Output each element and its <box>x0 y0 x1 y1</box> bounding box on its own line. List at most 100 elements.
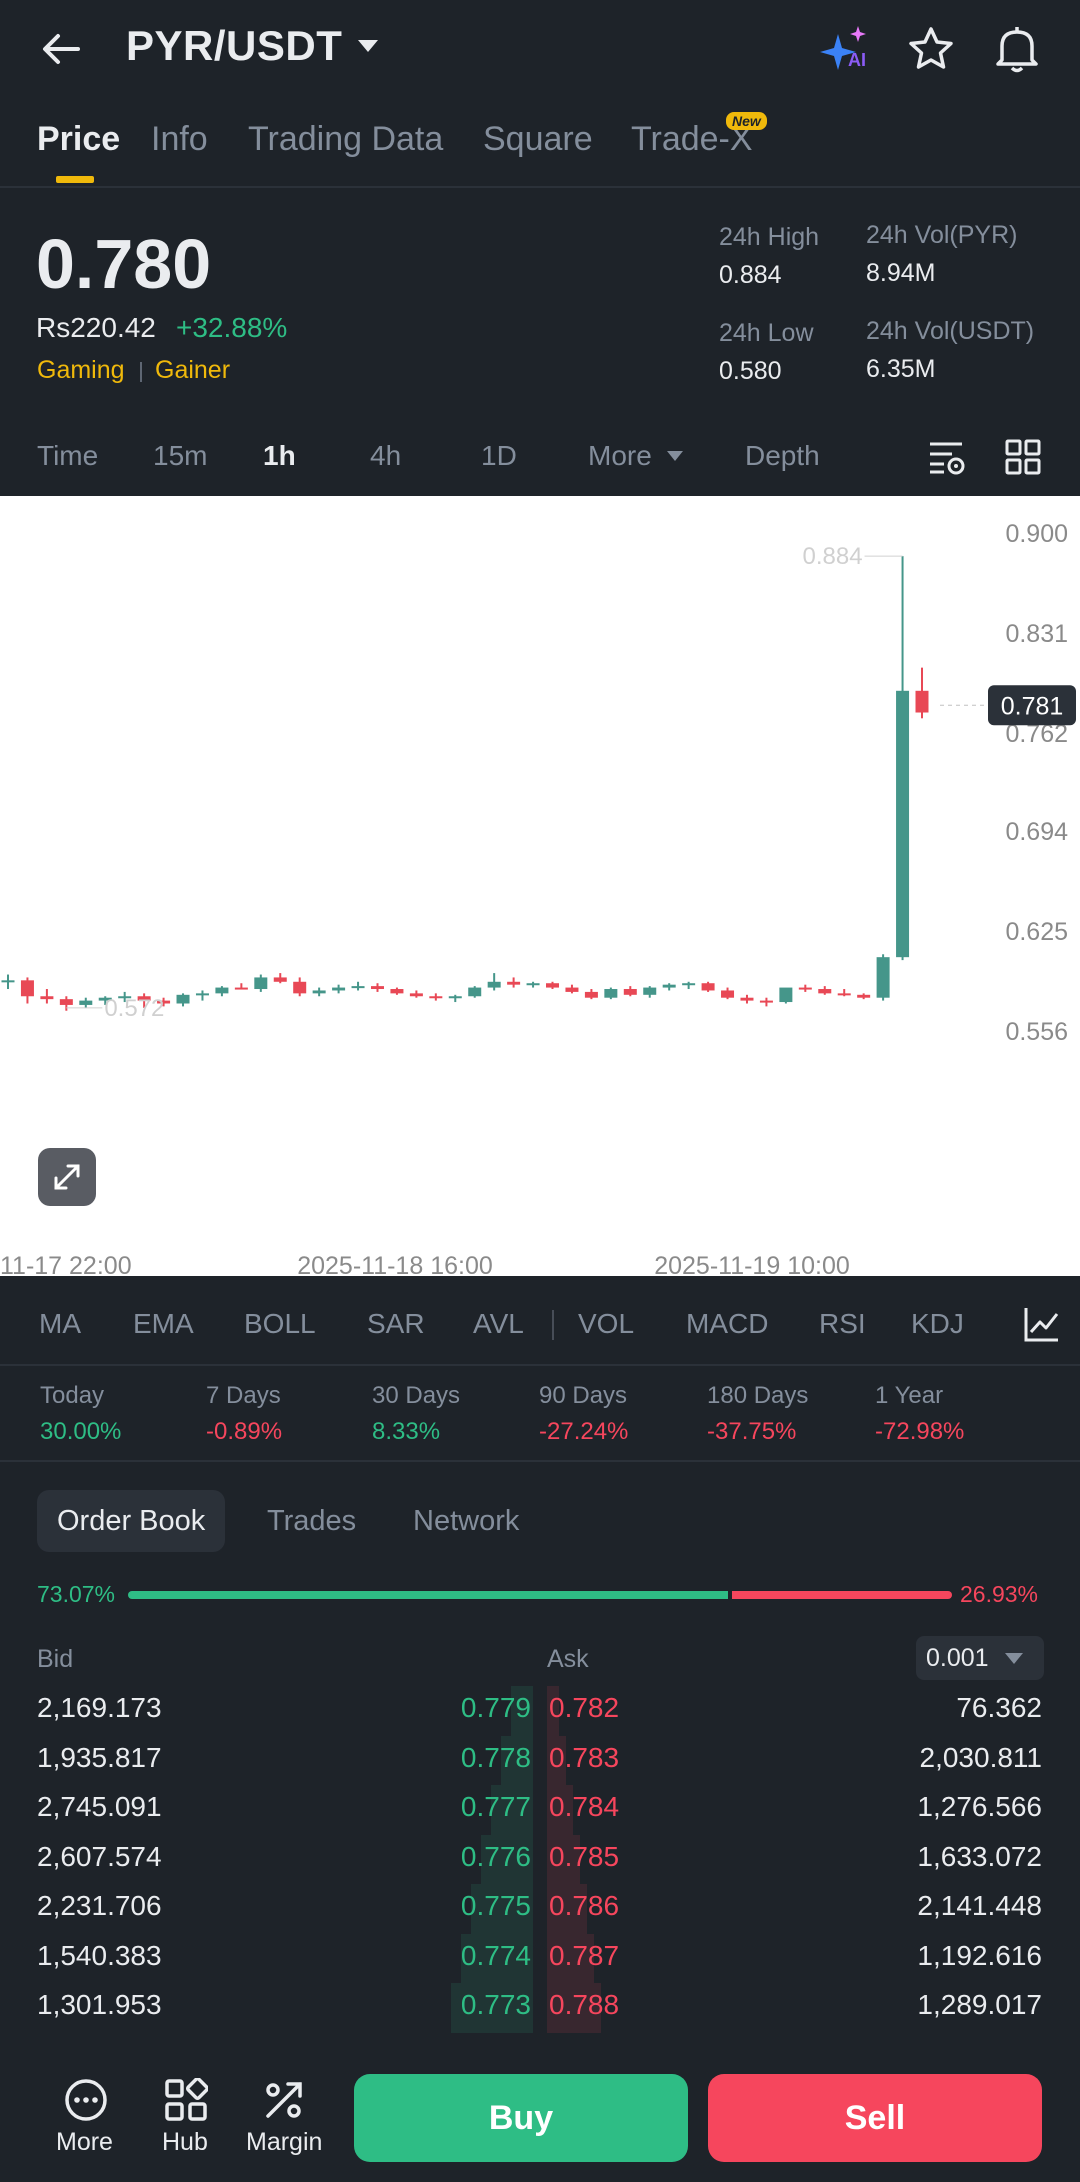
perf-label: Today <box>40 1382 105 1409</box>
candle-body <box>526 983 540 986</box>
ask-quantity[interactable]: 1,633.072 <box>917 1840 1042 1872</box>
vol-quote-value: 6.35M <box>866 355 936 383</box>
bid-quantity[interactable]: 2,231.706 <box>37 1890 162 1921</box>
grid-layout-icon[interactable] <box>1004 438 1042 476</box>
sell-button[interactable]: Sell <box>708 2074 1042 2162</box>
indicator-avl[interactable]: AVL <box>473 1308 524 1339</box>
ask-quantity[interactable]: 2,141.448 <box>917 1890 1042 1921</box>
indicator-ma[interactable]: MA <box>39 1308 81 1339</box>
more-icon[interactable] <box>64 2078 108 2122</box>
ask-price[interactable]: 0.788 <box>549 1989 620 2020</box>
candle-body <box>896 690 910 958</box>
interval-time[interactable]: Time <box>37 440 99 471</box>
ask-price[interactable]: 0.787 <box>549 1939 620 1971</box>
bid-price[interactable]: 0.779 <box>460 1692 531 1723</box>
tab-price[interactable]: Price <box>37 120 121 158</box>
interval-more[interactable]: More <box>588 440 652 471</box>
candle-body <box>915 690 929 713</box>
low-label: 24h Low <box>719 319 814 347</box>
tab-order-book[interactable]: Order Book <box>37 1490 226 1552</box>
bid-quantity[interactable]: 2,745.091 <box>37 1791 162 1822</box>
ask-quantity[interactable]: 1,276.566 <box>917 1791 1042 1822</box>
interval-depth[interactable]: Depth <box>745 440 820 471</box>
bid-quantity[interactable]: 2,607.574 <box>37 1840 162 1872</box>
buy-button[interactable]: Buy <box>354 2074 688 2162</box>
current-price-tag <box>988 685 1076 726</box>
perf-value: -72.98% <box>875 1418 965 1445</box>
tab-trading-data[interactable]: Trading Data <box>248 120 444 158</box>
tab-network[interactable]: Network <box>413 1505 520 1537</box>
interval-4h[interactable]: 4h <box>370 440 402 471</box>
ask-quantity[interactable]: 2,030.811 <box>919 1741 1043 1773</box>
indicator-chart-icon[interactable] <box>1022 1304 1062 1344</box>
indicator-ema[interactable]: EMA <box>133 1308 194 1339</box>
bid-quantity[interactable]: 1,540.383 <box>37 1939 162 1971</box>
tag-gainer[interactable]: Gainer <box>155 356 231 384</box>
bid-quantity[interactable]: 1,935.817 <box>37 1741 162 1773</box>
bid-quantity[interactable]: 2,169.173 <box>37 1692 162 1723</box>
perf-label: 7 Days <box>206 1382 281 1409</box>
chevron-down-icon[interactable] <box>356 38 380 54</box>
nav-hub-label[interactable]: Hub <box>162 2128 208 2156</box>
indicator-macd[interactable]: MACD <box>686 1308 769 1339</box>
ask-price[interactable]: 0.783 <box>549 1741 620 1773</box>
nav-more-label[interactable]: More <box>56 2128 113 2156</box>
ask-price[interactable]: 0.785 <box>549 1840 620 1872</box>
candle-body <box>312 990 326 994</box>
bid-depth-bar <box>451 1983 533 2033</box>
candle-body <box>662 984 676 988</box>
bell-icon[interactable] <box>992 22 1042 74</box>
candle-body <box>798 987 812 990</box>
tab-info[interactable]: Info <box>151 120 208 158</box>
x-tick-label: 11-17 22:00 <box>0 1252 132 1276</box>
star-icon[interactable] <box>906 24 956 74</box>
bid-price[interactable]: 0.777 <box>460 1791 531 1822</box>
margin-icon[interactable] <box>262 2078 306 2122</box>
chart-settings-icon[interactable] <box>926 438 966 478</box>
current-price-label: 0.781 <box>1001 692 1064 720</box>
candle-body <box>448 996 462 999</box>
ai-sparkle-icon[interactable]: AI <box>818 22 874 78</box>
bid-price[interactable]: 0.775 <box>460 1890 531 1921</box>
indicator-vol[interactable]: VOL <box>578 1308 635 1339</box>
indicator-rsi[interactable]: RSI <box>819 1308 866 1339</box>
more-caret-icon[interactable] <box>666 450 684 462</box>
precision-select[interactable]: 0.001 <box>916 1636 1044 1680</box>
interval-15m[interactable]: 15m <box>153 440 208 471</box>
tab-trades[interactable]: Trades <box>267 1505 357 1537</box>
hub-icon[interactable] <box>164 2078 208 2122</box>
bid-price[interactable]: 0.778 <box>460 1741 531 1773</box>
interval-1d[interactable]: 1D <box>481 440 517 471</box>
bid-price[interactable]: 0.773 <box>460 1989 531 2020</box>
ask-price[interactable]: 0.782 <box>549 1692 620 1723</box>
fullscreen-icon[interactable] <box>38 1148 96 1206</box>
candle-body <box>293 981 307 994</box>
ask-header: Ask <box>547 1645 589 1673</box>
candle-body <box>98 997 112 1001</box>
perf-label: 30 Days <box>372 1382 461 1409</box>
back-icon[interactable] <box>38 26 84 72</box>
ask-quantity[interactable]: 76.362 <box>956 1692 1042 1723</box>
ask-price[interactable]: 0.786 <box>549 1890 620 1921</box>
interval-1h[interactable]: 1h <box>263 440 296 471</box>
ask-depth-bar <box>547 1735 566 1785</box>
ask-price[interactable]: 0.784 <box>549 1791 620 1822</box>
indicator-boll[interactable]: BOLL <box>244 1308 316 1339</box>
y-tick-label: 0.831 <box>1005 620 1068 648</box>
tab-square[interactable]: Square <box>483 120 593 158</box>
indicator-kdj[interactable]: KDJ <box>911 1308 964 1339</box>
candle-body <box>740 997 754 1001</box>
pair-title[interactable]: PYR/USDT <box>126 22 343 69</box>
bid-price[interactable]: 0.776 <box>460 1840 531 1872</box>
ask-quantity[interactable]: 1,192.616 <box>917 1939 1042 1971</box>
candle-body <box>604 989 618 998</box>
ask-quantity[interactable]: 1,289.017 <box>917 1989 1042 2020</box>
ask-depth-bar <box>547 1686 559 1736</box>
bid-price[interactable]: 0.774 <box>460 1939 531 1971</box>
price-chart[interactable]: 0.900 0.831 0.762 0.694 0.625 0.556 11-17 22:0… <box>0 496 1080 1276</box>
nav-margin-label[interactable]: Margin <box>246 2128 323 2156</box>
bid-quantity[interactable]: 1,301.953 <box>37 1989 162 2020</box>
indicator-sar[interactable]: SAR <box>367 1308 425 1339</box>
tag-gaming[interactable]: Gaming <box>37 356 125 384</box>
